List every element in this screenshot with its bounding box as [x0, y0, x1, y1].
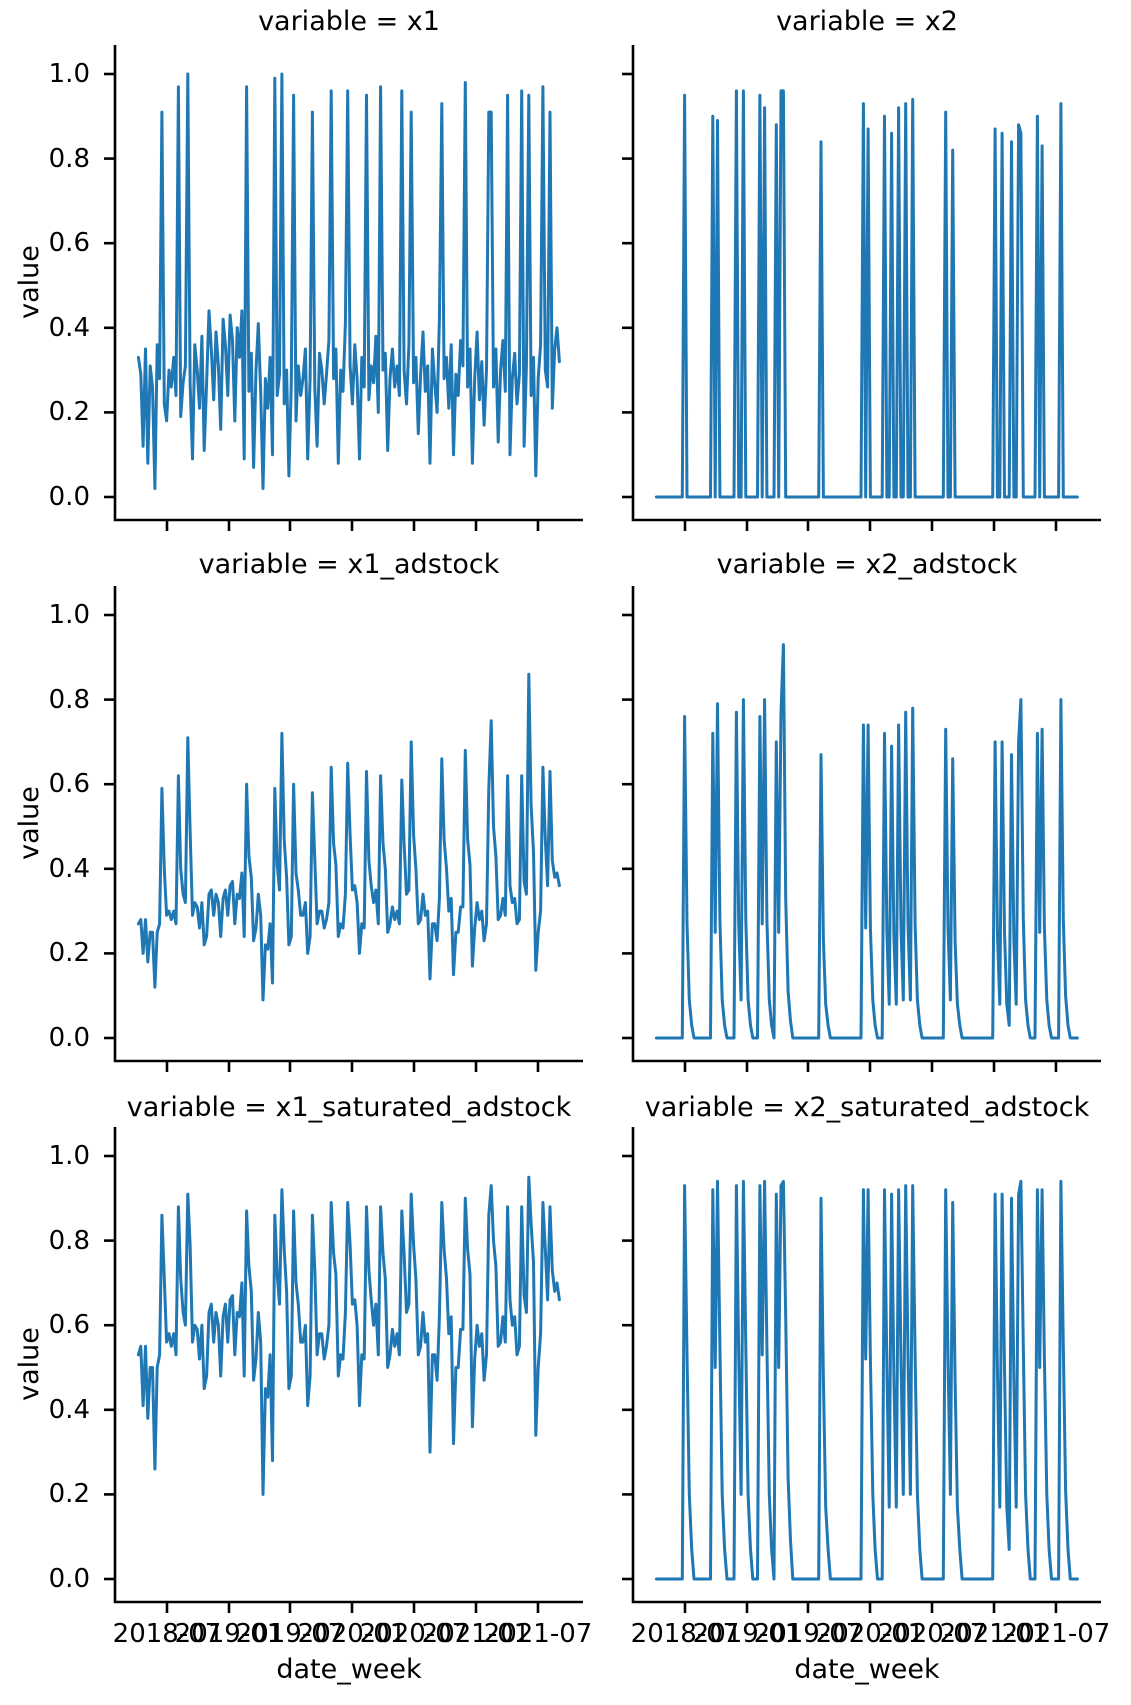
y-tick-label: 0.6 [48, 1310, 90, 1341]
panel-title-x1-adstock: variable = x1_adstock [198, 549, 500, 580]
series-line-x2_adstock [654, 643, 1079, 1040]
y-tick-label: 1.0 [48, 59, 90, 89]
x-axis-label-col2: date_week [794, 1654, 940, 1685]
series-line-x1_adstock [136, 672, 561, 1002]
x-tick-label: 2020-07 [359, 1619, 469, 1649]
x-tick-label: 2019-07 [235, 1619, 345, 1649]
plot-area-x2 [622, 45, 1101, 531]
panel-title-x1: variable = x1 [258, 6, 440, 37]
axis-spines [113, 1127, 583, 1604]
x-axis-label-col1: date_week [276, 1654, 422, 1685]
x-tick-label: 2018-07 [630, 1619, 740, 1649]
plot-area-x1-adstock [104, 586, 583, 1072]
y-tick-label: 0.6 [48, 228, 90, 259]
panel-title-x2-adstock: variable = x2_adstock [716, 549, 1018, 580]
x-tick-label: 2021-07 [1001, 1619, 1111, 1649]
y-tick-label: 0.0 [48, 482, 90, 512]
panel-title-x1-saturated-adstock: variable = x1_saturated_adstock [126, 1092, 572, 1123]
x-tick-label: 2019-07 [753, 1619, 863, 1649]
x-tick-label: 2021-07 [483, 1619, 593, 1649]
y-tick-label: 0.2 [48, 397, 90, 428]
x-tick-label: 2018-07 [112, 1619, 222, 1649]
y-tick-label: 0.8 [48, 143, 90, 174]
y-tick-label: 0.6 [48, 769, 90, 800]
x-tick-label: 2019-01 [692, 1619, 802, 1649]
x-tick-label: 2020-07 [877, 1619, 987, 1649]
y-tick-label: 0.0 [48, 1564, 90, 1594]
plot-area-x1-saturated-adstock [104, 1127, 583, 1613]
axis-spines [631, 586, 1101, 1063]
y-tick-label: 0.2 [48, 1479, 90, 1510]
plot-area-x2-adstock [622, 586, 1101, 1072]
x-tick-label: 2021-01 [939, 1619, 1049, 1649]
y-tick-label: 0.4 [48, 1394, 90, 1425]
y-tick-label: 0.4 [48, 853, 90, 884]
axis-spines [113, 45, 583, 522]
y-tick-label: 1.0 [48, 600, 90, 630]
y-tick-label: 0.0 [48, 1023, 90, 1053]
series-line-x2 [654, 89, 1079, 499]
series-line-x1_saturated_adstock [136, 1175, 561, 1496]
y-tick-label: 1.0 [48, 1141, 90, 1171]
y-tick-label: 0.8 [48, 1225, 90, 1256]
x-tick-label: 2021-01 [421, 1619, 531, 1649]
y-tick-label: 0.2 [48, 938, 90, 969]
panel-title-x2-saturated-adstock: variable = x2_saturated_adstock [644, 1092, 1090, 1123]
axis-spines [631, 45, 1101, 522]
x-tick-label: 2020-01 [297, 1619, 407, 1649]
plot-area-x2-saturated-adstock [622, 1127, 1101, 1613]
axis-spines [631, 1127, 1101, 1604]
axis-spines [113, 586, 583, 1063]
panel-title-x2: variable = x2 [776, 6, 958, 37]
y-tick-label: 0.4 [48, 312, 90, 343]
series-line-x1 [136, 72, 561, 490]
y-tick-label: 0.8 [48, 684, 90, 715]
series-line-x2_saturated_adstock [654, 1179, 1079, 1581]
x-tick-label: 2019-01 [174, 1619, 284, 1649]
x-tick-label: 2020-01 [815, 1619, 925, 1649]
plot-area-x1 [104, 45, 583, 531]
